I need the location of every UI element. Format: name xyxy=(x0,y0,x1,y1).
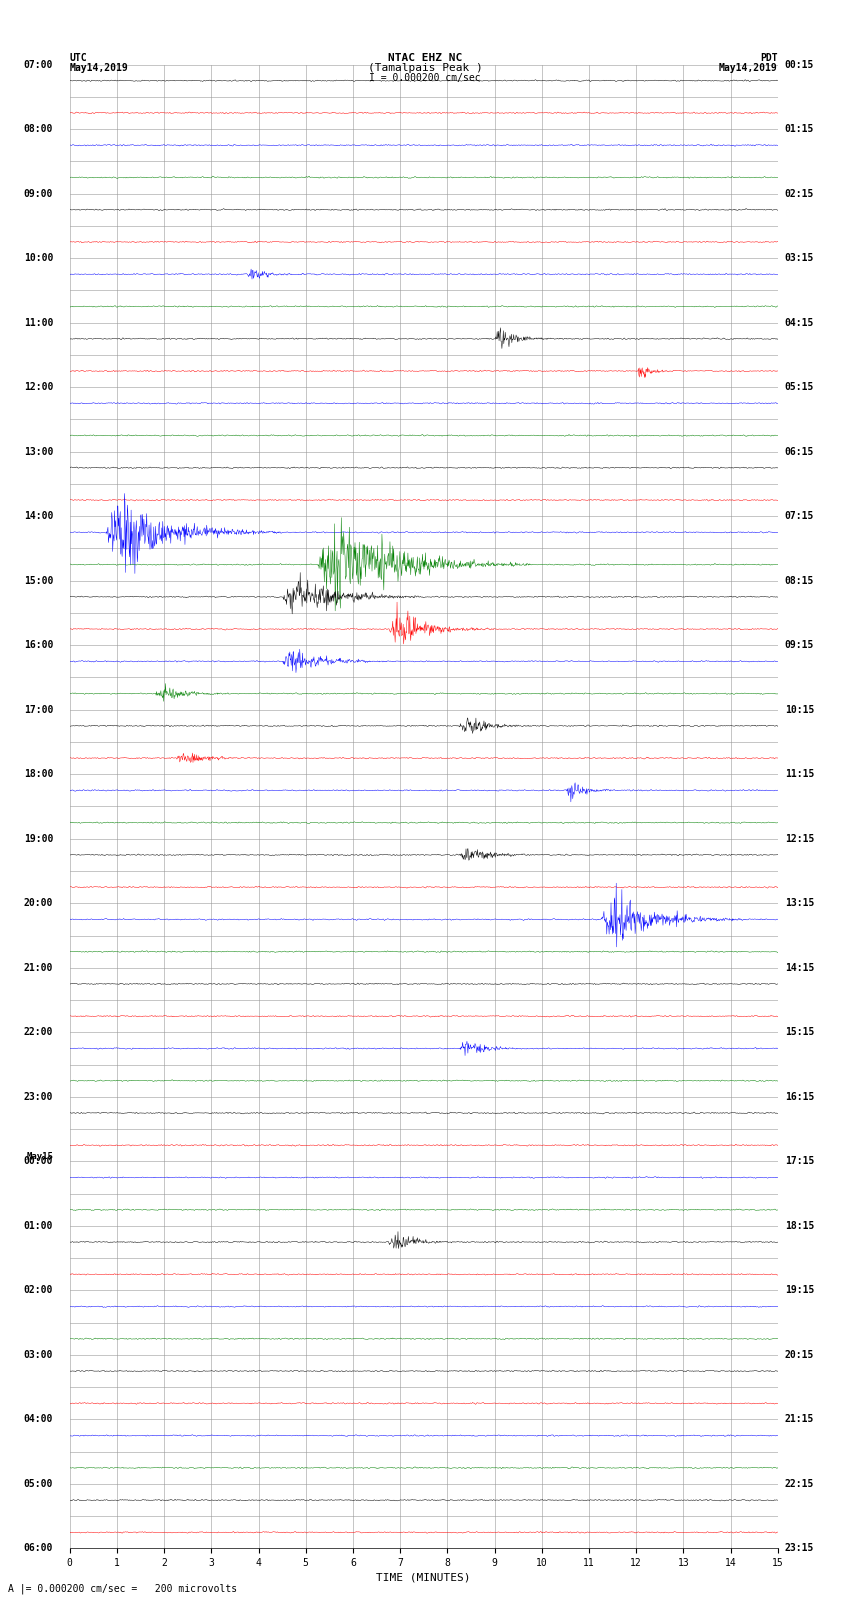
Text: 08:00: 08:00 xyxy=(24,124,54,134)
Text: 15:00: 15:00 xyxy=(24,576,54,586)
Text: May14,2019: May14,2019 xyxy=(719,63,778,73)
Text: 21:00: 21:00 xyxy=(24,963,54,973)
Text: 00:00: 00:00 xyxy=(24,1157,54,1166)
Text: 02:15: 02:15 xyxy=(785,189,814,198)
Text: 14:15: 14:15 xyxy=(785,963,814,973)
Text: 00:15: 00:15 xyxy=(785,60,814,69)
Text: 22:00: 22:00 xyxy=(24,1027,54,1037)
Text: 12:15: 12:15 xyxy=(785,834,814,844)
Text: 05:00: 05:00 xyxy=(24,1479,54,1489)
Text: 19:00: 19:00 xyxy=(24,834,54,844)
Text: 15:15: 15:15 xyxy=(785,1027,814,1037)
Text: 04:00: 04:00 xyxy=(24,1415,54,1424)
Text: 16:00: 16:00 xyxy=(24,640,54,650)
Text: 06:15: 06:15 xyxy=(785,447,814,456)
Text: I = 0.000200 cm/sec: I = 0.000200 cm/sec xyxy=(369,73,481,82)
Text: 13:15: 13:15 xyxy=(785,898,814,908)
Text: 20:00: 20:00 xyxy=(24,898,54,908)
Text: NTAC EHZ NC: NTAC EHZ NC xyxy=(388,53,462,63)
Text: 01:00: 01:00 xyxy=(24,1221,54,1231)
Text: 03:00: 03:00 xyxy=(24,1350,54,1360)
Text: 17:15: 17:15 xyxy=(785,1157,814,1166)
Text: 23:15: 23:15 xyxy=(785,1544,814,1553)
Text: May15: May15 xyxy=(26,1152,54,1161)
X-axis label: TIME (MINUTES): TIME (MINUTES) xyxy=(377,1573,471,1582)
Text: 21:15: 21:15 xyxy=(785,1415,814,1424)
Text: 05:15: 05:15 xyxy=(785,382,814,392)
Text: 09:15: 09:15 xyxy=(785,640,814,650)
Text: 10:15: 10:15 xyxy=(785,705,814,715)
Text: 09:00: 09:00 xyxy=(24,189,54,198)
Text: 03:15: 03:15 xyxy=(785,253,814,263)
Text: PDT: PDT xyxy=(760,53,778,63)
Text: 12:00: 12:00 xyxy=(24,382,54,392)
Text: 22:15: 22:15 xyxy=(785,1479,814,1489)
Text: 13:00: 13:00 xyxy=(24,447,54,456)
Text: 04:15: 04:15 xyxy=(785,318,814,327)
Text: 07:15: 07:15 xyxy=(785,511,814,521)
Text: 02:00: 02:00 xyxy=(24,1286,54,1295)
Text: 18:00: 18:00 xyxy=(24,769,54,779)
Text: UTC: UTC xyxy=(70,53,88,63)
Text: 17:00: 17:00 xyxy=(24,705,54,715)
Text: 10:00: 10:00 xyxy=(24,253,54,263)
Text: 06:00: 06:00 xyxy=(24,1544,54,1553)
Text: 11:15: 11:15 xyxy=(785,769,814,779)
Text: 18:15: 18:15 xyxy=(785,1221,814,1231)
Text: 11:00: 11:00 xyxy=(24,318,54,327)
Text: 07:00: 07:00 xyxy=(24,60,54,69)
Text: 01:15: 01:15 xyxy=(785,124,814,134)
Text: 08:15: 08:15 xyxy=(785,576,814,586)
Text: 20:15: 20:15 xyxy=(785,1350,814,1360)
Text: A |= 0.000200 cm/sec =   200 microvolts: A |= 0.000200 cm/sec = 200 microvolts xyxy=(8,1582,238,1594)
Text: 14:00: 14:00 xyxy=(24,511,54,521)
Text: 16:15: 16:15 xyxy=(785,1092,814,1102)
Text: (Tamalpais Peak ): (Tamalpais Peak ) xyxy=(367,63,483,73)
Text: 19:15: 19:15 xyxy=(785,1286,814,1295)
Text: May14,2019: May14,2019 xyxy=(70,63,128,73)
Text: 23:00: 23:00 xyxy=(24,1092,54,1102)
